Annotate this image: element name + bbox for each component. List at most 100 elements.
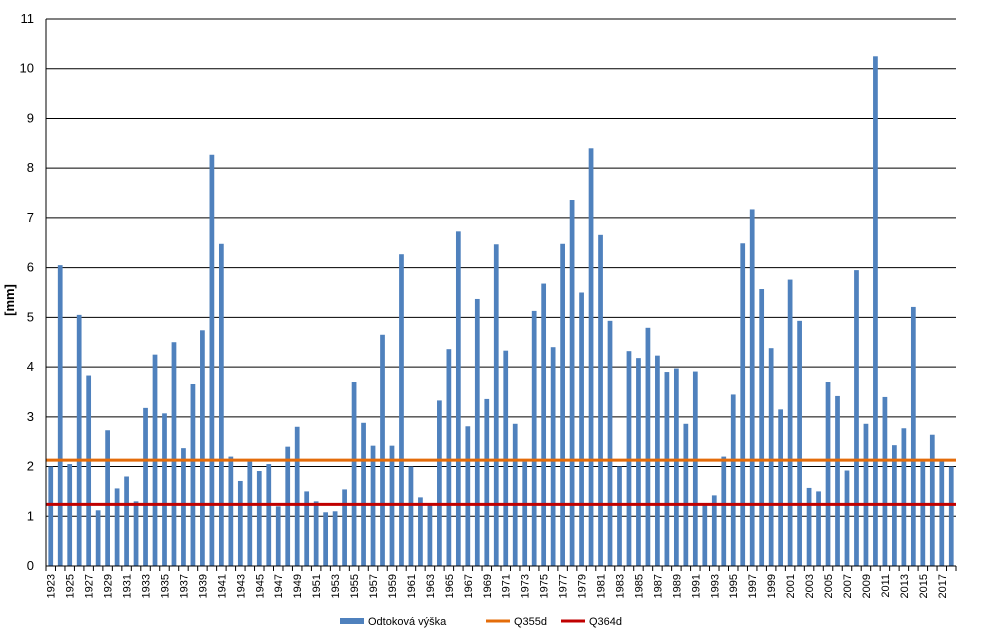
legend-swatch-bar: [340, 618, 364, 624]
bar: [910, 306, 916, 566]
bar: [617, 466, 622, 566]
legend-label: Odtoková výška: [368, 616, 447, 628]
bar: [455, 231, 461, 566]
x-tick-label: 2011: [880, 574, 892, 598]
bar: [218, 243, 224, 566]
bar: [237, 480, 243, 566]
bar: [446, 349, 452, 566]
bar: [114, 488, 120, 566]
bar: [313, 501, 319, 566]
bar: [95, 510, 101, 566]
bar: [816, 491, 821, 566]
bar: [683, 423, 689, 566]
bar: [304, 491, 310, 566]
bar: [873, 56, 878, 566]
x-tick-label: 2015: [918, 574, 930, 598]
x-tick-label: 1953: [330, 574, 342, 598]
bar: [399, 254, 404, 566]
x-tick-label: 1965: [444, 574, 456, 598]
bar: [522, 461, 528, 566]
bar: [200, 330, 205, 566]
x-tick-label: 2003: [804, 574, 816, 598]
y-tick-label: 5: [27, 309, 34, 324]
bar: [768, 348, 774, 566]
bar: [181, 448, 186, 566]
y-tick-label: 8: [27, 160, 34, 175]
grid-lines: [46, 18, 956, 517]
x-tick-label: 1935: [159, 574, 171, 598]
bar: [408, 466, 414, 566]
bar: [266, 464, 272, 566]
x-tick-label: 1983: [614, 574, 626, 598]
x-tick-label: 1949: [292, 574, 304, 598]
bar: [503, 350, 509, 566]
bar: [247, 461, 253, 566]
bar: [759, 289, 765, 566]
y-tick-label: 1: [27, 508, 34, 523]
x-tick-label: 1925: [65, 574, 77, 598]
bar: [285, 446, 291, 566]
x-tick-label: 1991: [690, 574, 702, 598]
bar: [939, 459, 945, 566]
bar: [190, 383, 196, 566]
bar: [607, 320, 613, 566]
bar: [531, 310, 537, 566]
bar: [692, 371, 698, 566]
bar: [541, 283, 547, 566]
bar: [740, 243, 746, 566]
y-axis-label: [mm]: [2, 284, 17, 316]
bar: [778, 409, 784, 566]
bar: [105, 430, 110, 566]
bar: [702, 503, 708, 566]
bar: [323, 512, 329, 566]
bar: [351, 382, 357, 566]
x-tick-label: 2005: [823, 574, 835, 598]
bar: [474, 298, 480, 566]
x-tick-label: 1995: [728, 574, 740, 598]
bar: [48, 466, 54, 566]
bar: [418, 497, 423, 566]
bar: [730, 394, 736, 566]
y-tick-label: 6: [27, 260, 34, 275]
bar: [228, 456, 234, 566]
x-tick-label: 1931: [122, 574, 134, 598]
x-tick-label: 2017: [937, 574, 949, 598]
x-tick-label: 1941: [216, 574, 228, 598]
x-tick-label: 1997: [747, 574, 759, 598]
bar: [948, 466, 954, 566]
bar: [673, 368, 679, 566]
bar: [57, 265, 63, 566]
bar: [162, 413, 167, 566]
bar: [579, 292, 584, 566]
bar: [512, 423, 518, 566]
bars: [48, 56, 954, 567]
bar: [133, 501, 139, 566]
bar: [76, 314, 82, 566]
bar: [787, 279, 793, 566]
y-tick-label: 10: [20, 61, 34, 76]
bar: [920, 461, 926, 566]
x-tick-label: 1943: [235, 574, 247, 598]
x-tick-label: 1927: [84, 574, 96, 598]
x-tick-label: 1957: [368, 574, 380, 598]
y-tick-label: 9: [27, 110, 34, 125]
bar: [86, 375, 92, 566]
y-tick-label: 3: [27, 409, 34, 424]
x-tick-label: 1985: [633, 574, 645, 598]
bar: [711, 495, 717, 566]
x-tick-label: 1939: [197, 574, 209, 598]
x-tick-label: 1973: [520, 574, 532, 598]
x-tick-label: 1961: [406, 574, 418, 598]
legend: Odtoková výška Q355d Q364d: [340, 616, 622, 628]
x-tick-label: 1979: [577, 574, 589, 598]
bar: [844, 470, 850, 566]
bar: [124, 476, 129, 566]
legend-label: Q364d: [589, 616, 622, 628]
bar: [901, 428, 907, 566]
bar: [721, 456, 727, 566]
bar: [588, 148, 594, 567]
bar: [664, 372, 670, 566]
x-tick-label: 2001: [785, 574, 797, 598]
bar: [825, 382, 831, 566]
bar: [550, 347, 556, 566]
